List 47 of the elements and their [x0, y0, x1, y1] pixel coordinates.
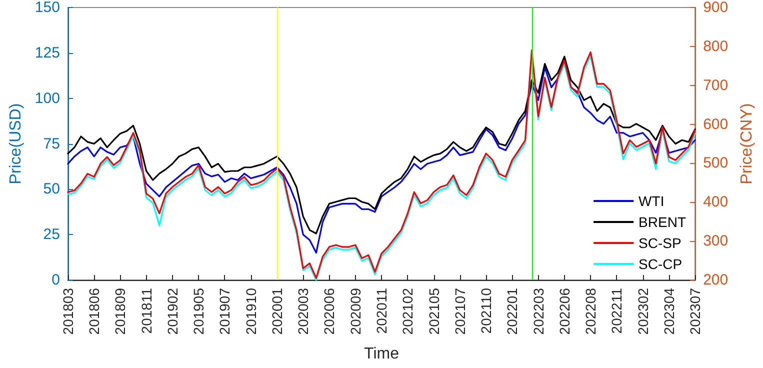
- x-tick-label: 202201: [504, 288, 520, 335]
- y-tick-label: 75: [43, 135, 60, 152]
- x-tick-label: 202304: [660, 288, 677, 335]
- y2-tick-label: 700: [703, 76, 728, 94]
- x-tick-label: 202208: [582, 288, 599, 335]
- y2-tick-label: 300: [703, 232, 728, 250]
- x-tick-label: 201907: [216, 288, 233, 335]
- y-tick-label: 0: [52, 272, 60, 288]
- x-tick-label: 202107: [452, 288, 468, 335]
- legend-label: SC-SP: [638, 235, 682, 251]
- x-tick-label: 202307: [687, 288, 704, 335]
- x-tick-label: 202102: [400, 288, 416, 335]
- x-tick-label: 201910: [242, 288, 259, 335]
- y2-tick-label: 200: [703, 272, 728, 288]
- x-tick-label: 202302: [634, 288, 651, 335]
- x-tick-label: 202206: [556, 288, 572, 335]
- x-tick-label: 202003: [295, 288, 312, 335]
- y-tick-label: 50: [43, 180, 60, 198]
- x-tick-label: 201902: [164, 288, 180, 335]
- x-tick-label: 202105: [426, 288, 442, 335]
- legend-label: WTI: [638, 193, 664, 209]
- x-tick-label: 202011: [374, 288, 390, 334]
- legend-label: SC-CP: [638, 256, 682, 272]
- y2-tick-label: 800: [703, 38, 728, 55]
- x-tick-label: 202211: [608, 288, 625, 334]
- y-tick-label: 100: [34, 90, 60, 107]
- y-tick-label: 125: [34, 44, 60, 62]
- y-tick-label: 25: [43, 226, 60, 244]
- legend-label: BRENT: [638, 214, 686, 230]
- x-tick-label: 201809: [112, 288, 128, 335]
- x-axis-title: Time: [364, 346, 400, 362]
- y2-tick-label: 400: [703, 194, 728, 211]
- x-tick-label: 202009: [347, 288, 364, 335]
- x-tick-label: 201803: [60, 288, 76, 335]
- x-tick-label: 202203: [530, 288, 546, 335]
- x-tick-label: 202110: [478, 288, 494, 334]
- y2-axis-title: Price(CNY): [738, 103, 756, 184]
- x-tick-label: 201806: [86, 288, 102, 335]
- y-tick-label: 150: [34, 0, 60, 16]
- x-tick-label: 202006: [321, 288, 338, 335]
- x-tick-label: 201811: [138, 288, 154, 334]
- y2-tick-label: 500: [703, 154, 728, 172]
- y-axis-title: Price(USD): [8, 103, 24, 184]
- y2-tick-label: 900: [703, 0, 728, 16]
- x-tick-label: 202001: [268, 288, 285, 335]
- x-tick-label: 201905: [190, 288, 207, 335]
- y2-tick-label: 600: [703, 116, 728, 133]
